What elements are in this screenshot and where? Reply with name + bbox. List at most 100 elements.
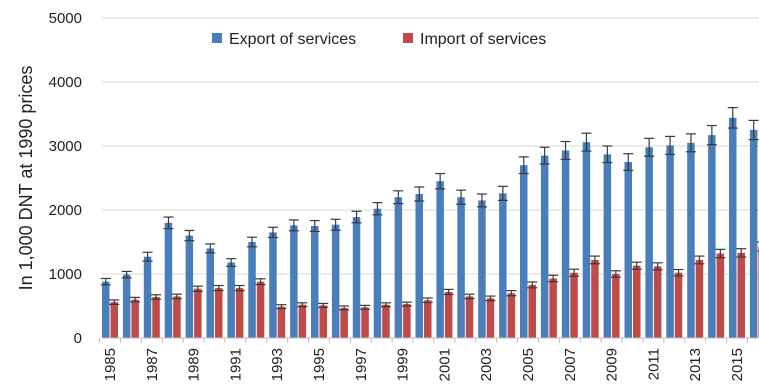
y-axis-ticks: 0 1000 2000 3000 4000 5000 <box>49 10 82 347</box>
export-error-bar <box>665 135 676 155</box>
import-bar <box>591 259 599 338</box>
import-bar <box>194 288 202 338</box>
import-bar <box>674 272 683 338</box>
export-bar <box>415 194 423 338</box>
import-error-bar <box>297 302 308 308</box>
import-bar <box>737 252 745 338</box>
import-error-bar <box>130 296 141 303</box>
export-bar <box>666 145 674 338</box>
x-tick-label: 2007 <box>562 348 579 381</box>
export-error-bar <box>623 153 634 171</box>
export-bar <box>164 222 173 338</box>
x-tick-label: 1993 <box>269 348 286 381</box>
import-bar <box>465 296 474 338</box>
export-error-bar <box>163 216 174 230</box>
import-error-bar <box>631 261 642 270</box>
export-error-bar <box>560 140 571 161</box>
import-error-bar <box>109 299 120 305</box>
import-error-bar <box>506 290 517 297</box>
export-bar <box>603 154 612 338</box>
export-error-bar <box>288 219 299 232</box>
export-bar <box>352 217 361 338</box>
x-tick-label: 1995 <box>311 348 328 381</box>
import-bar <box>612 274 620 338</box>
import-error-bar <box>610 270 621 278</box>
export-error-bar <box>142 251 153 262</box>
y-tick-label: 4000 <box>49 74 82 91</box>
import-error-bar <box>151 294 162 300</box>
export-error-bar <box>539 146 550 165</box>
import-error-bar <box>255 278 266 286</box>
legend-swatch-export <box>212 33 222 43</box>
import-error-bar <box>318 302 329 308</box>
import-bar <box>549 278 557 338</box>
export-error-bar <box>121 270 132 279</box>
import-error-bar <box>527 281 538 289</box>
export-error-bar <box>414 186 425 202</box>
x-tick-label: 2003 <box>478 348 495 381</box>
import-bar <box>277 306 286 338</box>
import-bar <box>340 307 348 338</box>
import-error-bar <box>213 284 224 292</box>
x-tick-label: 2005 <box>520 348 537 381</box>
legend-label-export: Export of services <box>229 31 356 48</box>
export-bar <box>749 130 758 338</box>
import-bar <box>403 304 411 338</box>
y-axis-label: In 1,000 DNT at 1990 prices <box>16 66 36 291</box>
export-bar <box>269 232 277 338</box>
import-error-bar <box>401 301 412 307</box>
import-bar <box>235 288 244 338</box>
import-bar <box>633 265 641 338</box>
y-tick-label: 3000 <box>49 138 82 155</box>
export-error-bar <box>644 137 655 157</box>
import-error-bar <box>548 274 559 283</box>
import-bar <box>382 304 390 338</box>
import-error-bar <box>422 297 433 304</box>
export-error-bar <box>100 277 111 286</box>
export-error-bar <box>330 218 341 231</box>
import-error-bar <box>464 293 475 300</box>
import-bar <box>716 253 725 338</box>
export-bar <box>457 197 465 338</box>
import-bar <box>444 291 453 338</box>
gridlines <box>102 17 759 275</box>
legend-label-import: Import of services <box>420 31 546 48</box>
export-error-bar <box>309 219 320 233</box>
import-bar <box>486 298 495 338</box>
import-bar <box>152 297 160 338</box>
export-bar <box>687 142 695 338</box>
y-tick-label: 2000 <box>49 202 82 219</box>
export-error-bar <box>602 145 613 164</box>
export-error-bar <box>476 193 487 208</box>
bars <box>102 117 759 338</box>
export-error-bar <box>456 189 467 205</box>
import-error-bar <box>694 255 705 265</box>
export-bar <box>478 200 486 338</box>
export-bar <box>122 274 131 338</box>
import-error-bar <box>276 304 287 310</box>
export-bar <box>185 235 194 338</box>
y-tick-label: 1000 <box>49 266 82 283</box>
import-bar <box>256 281 265 338</box>
import-error-bar <box>673 268 684 277</box>
export-bar <box>143 256 152 338</box>
export-bar <box>520 165 528 338</box>
x-axis-ticks: 1985 1987 1989 1991 1993 1995 1997 1999 2001 2003… <box>99 338 748 381</box>
import-error-bar <box>652 262 663 271</box>
export-error-bar <box>497 185 508 201</box>
import-bar <box>653 266 662 338</box>
import-error-bar <box>339 305 350 311</box>
export-bar <box>331 224 340 338</box>
import-bar <box>215 288 223 338</box>
export-bar <box>582 142 591 338</box>
x-tick-label: 1989 <box>186 348 203 381</box>
export-error-bar <box>727 106 738 129</box>
export-bar <box>394 197 403 338</box>
y-tick-label: 0 <box>74 330 82 347</box>
x-tick-label: 2015 <box>729 348 746 381</box>
legend-swatch-import <box>403 33 413 43</box>
export-error-bar <box>748 119 759 141</box>
x-tick-label: 2009 <box>604 348 621 381</box>
import-bar <box>298 304 307 338</box>
